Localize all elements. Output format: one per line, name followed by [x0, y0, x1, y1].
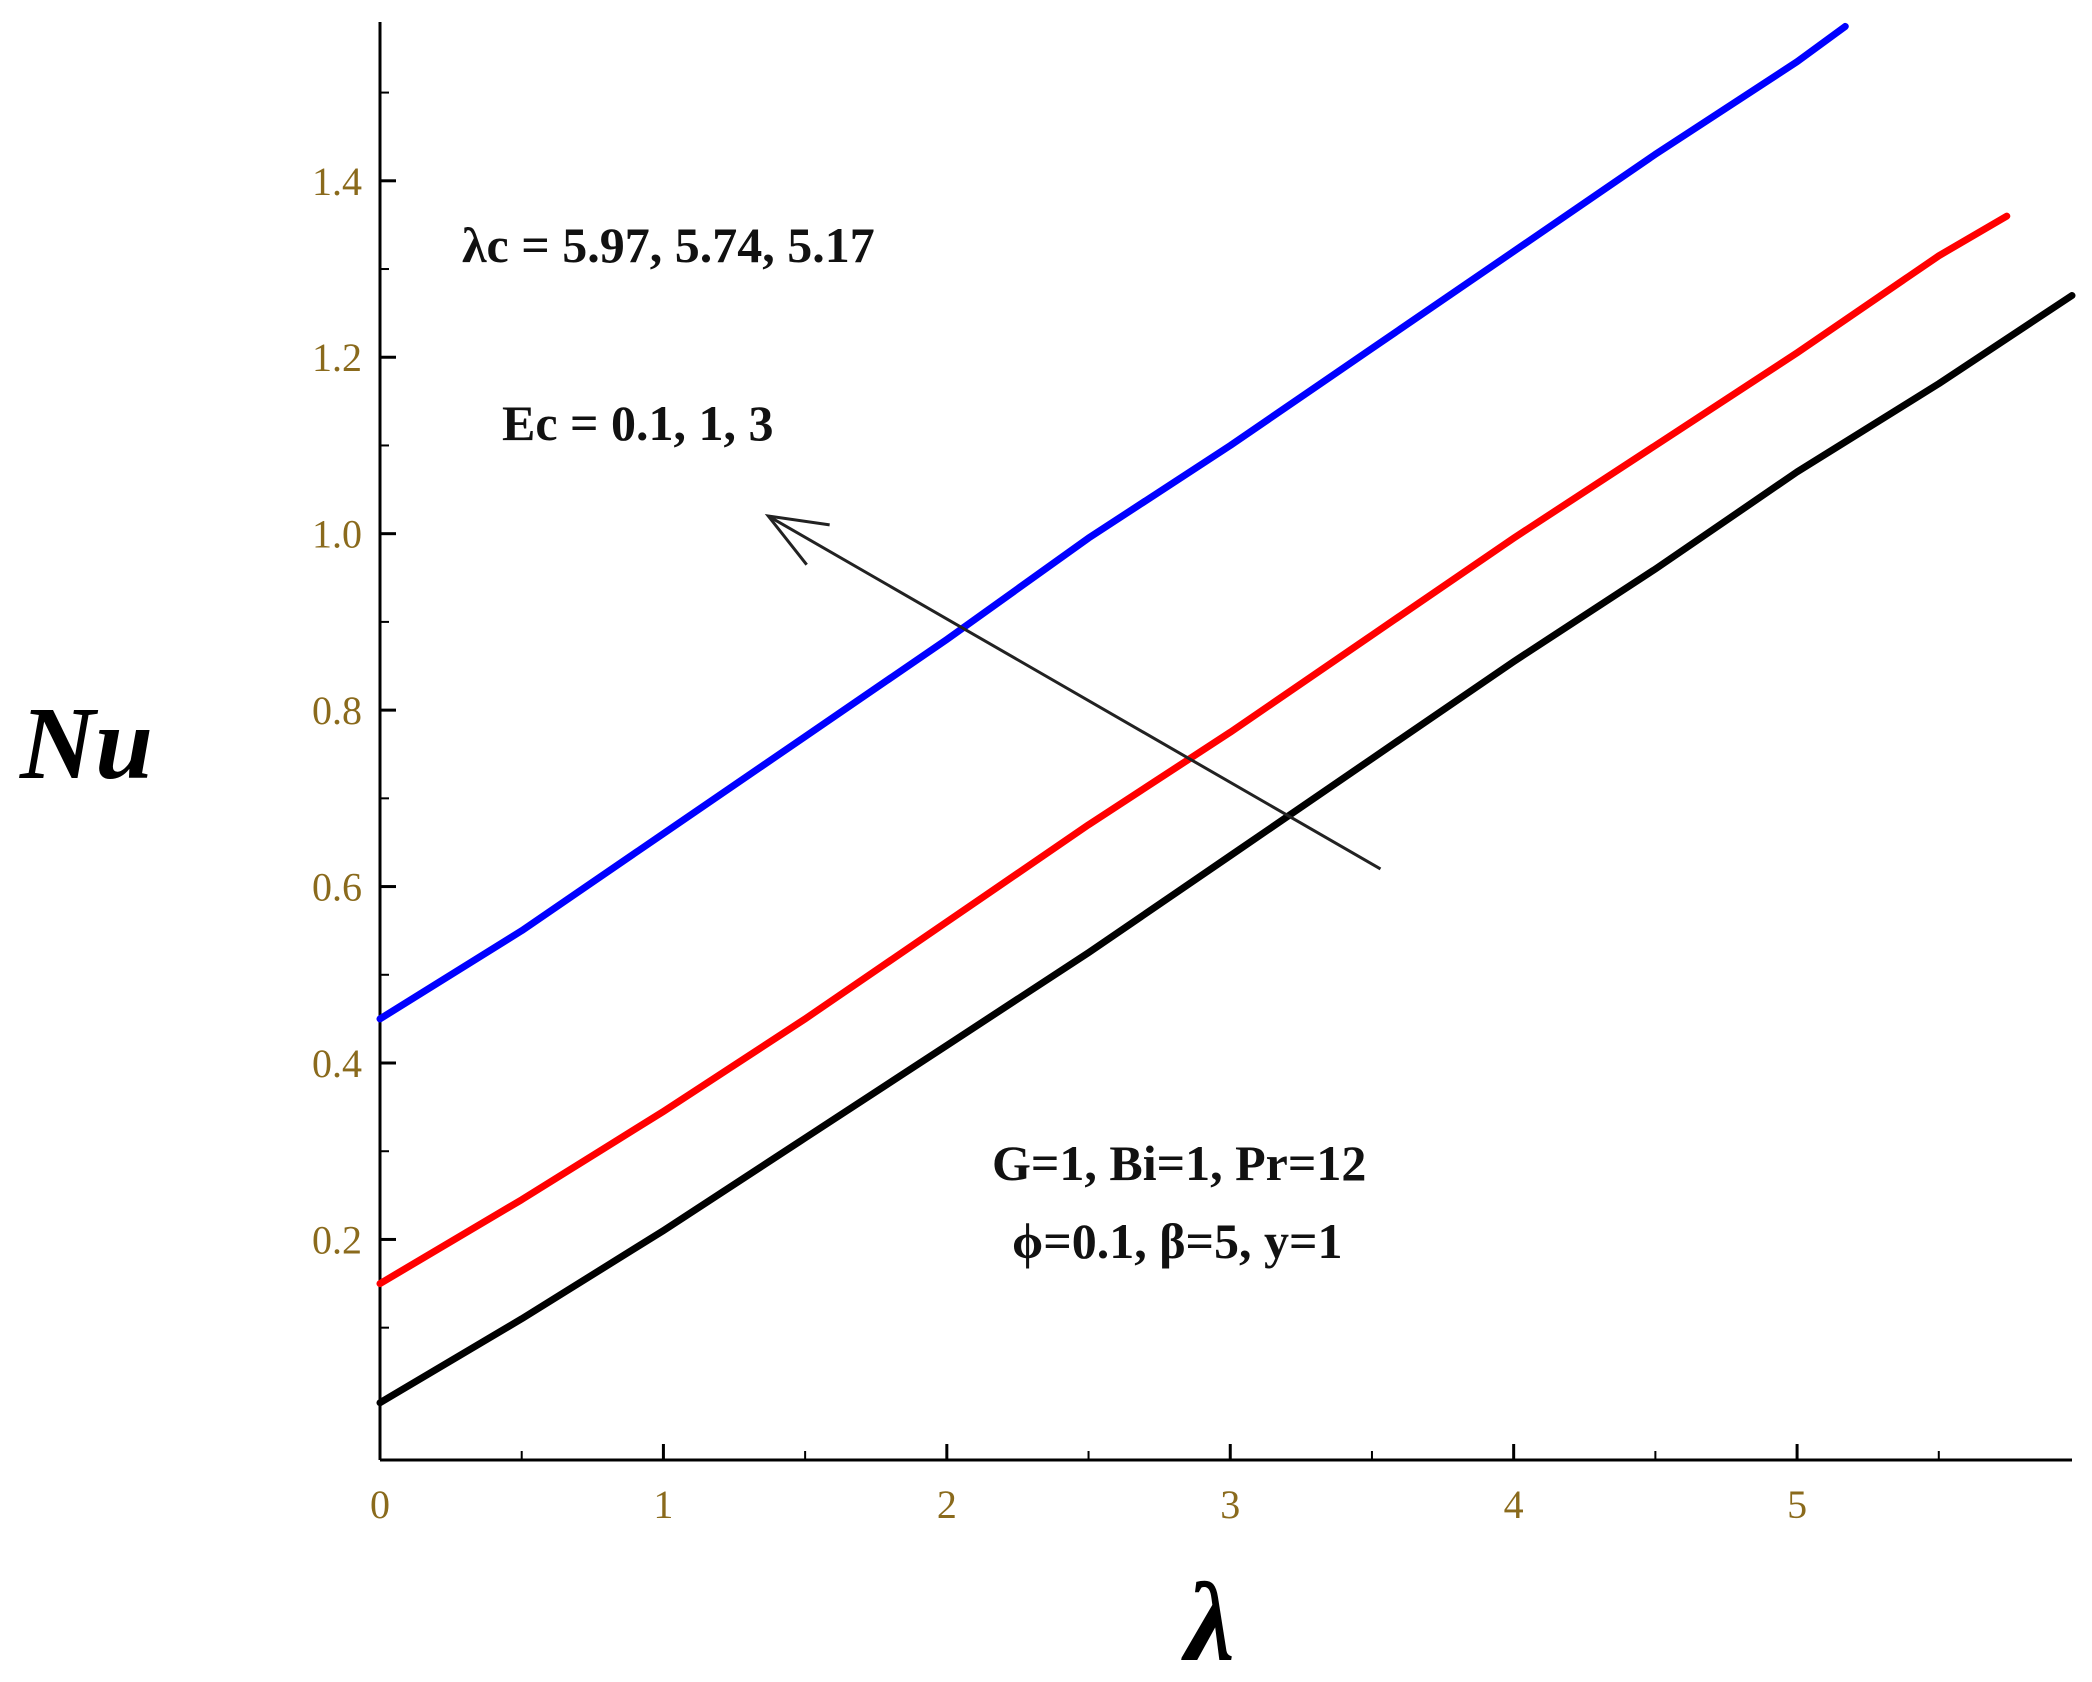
x-tick-label: 1	[653, 1482, 673, 1527]
arrow-group	[764, 514, 1382, 871]
series-line-2	[376, 212, 2011, 1288]
annotation-arrow-head	[764, 514, 830, 566]
x-tick-label: 5	[1787, 1482, 1807, 1527]
annotation-lambda-c: λc = 5.97, 5.74, 5.17	[462, 217, 875, 273]
annotation-params-line1: G=1, Bi=1, Pr=12	[992, 1135, 1366, 1191]
y-tick-label: 0.6	[312, 865, 362, 910]
y-tick-label: 1.0	[312, 512, 362, 557]
series-line-3	[376, 292, 2076, 1407]
y-axis-title: Nu	[19, 686, 153, 801]
x-tick-label: 3	[1220, 1482, 1240, 1527]
y-tick-label: 1.2	[312, 335, 362, 380]
x-ticks: 0 1 2 3 4 5	[370, 1444, 1940, 1527]
series-line-1	[376, 22, 1849, 1023]
y-tick-label: 0.2	[312, 1217, 362, 1262]
x-tick-label: 0	[370, 1482, 390, 1527]
x-axis-title: λ	[1181, 1561, 1235, 1682]
x-tick-label: 4	[1504, 1482, 1524, 1527]
y-tick-label: 1.4	[312, 159, 362, 204]
annotation-ec: Ec = 0.1, 1, 3	[502, 395, 774, 451]
annotation-params-line2: ϕ=0.1, β=5, y=1	[1012, 1213, 1343, 1269]
annotation-arrow-shaft	[767, 514, 1382, 871]
y-tick-label: 0.8	[312, 688, 362, 733]
series-lines	[376, 22, 2076, 1407]
x-tick-label: 2	[937, 1482, 957, 1527]
y-ticks: 0.2 0.4 0.6 0.8 1.0 1.2 1.4	[312, 91, 396, 1329]
y-tick-label: 0.4	[312, 1041, 362, 1086]
